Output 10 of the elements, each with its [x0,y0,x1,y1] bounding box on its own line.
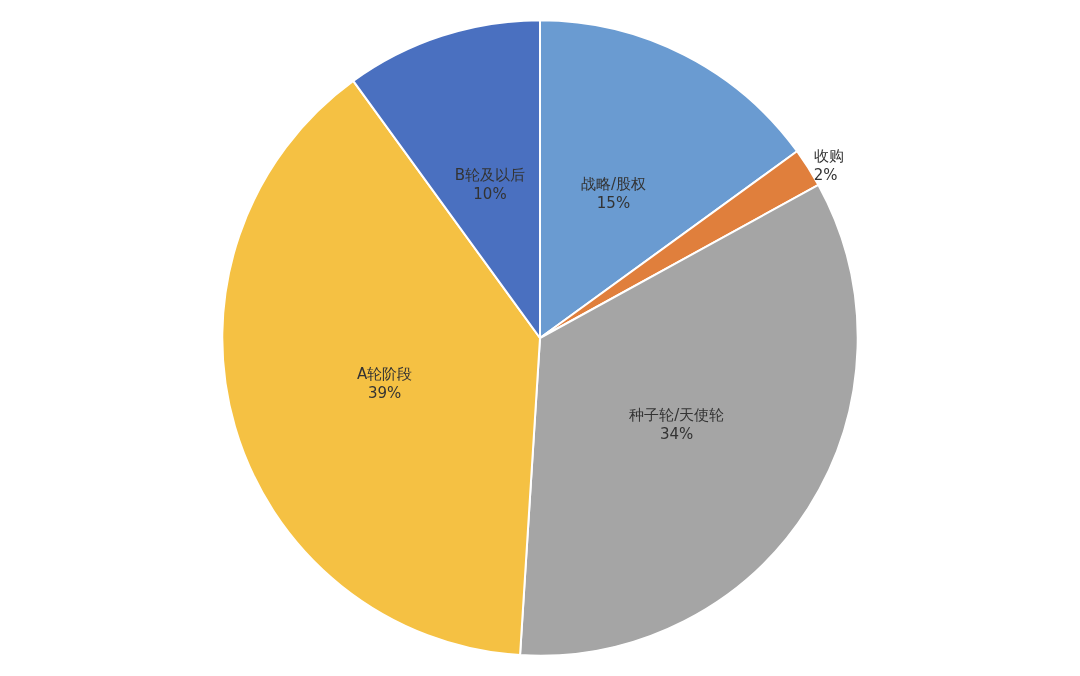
data-label: 34% [659,425,694,444]
slice-label: 战略/股权 [580,175,647,194]
slice-label: 种子轮/天使轮 [629,406,725,425]
data-label: 39% [367,383,402,402]
slice-label: 收购 [813,147,844,166]
data-label: 2% [813,166,838,185]
slice-label: B轮及以后 [454,165,526,184]
slice-label: A轮阶段 [356,364,413,383]
data-label: 10% [473,184,507,203]
data-label: 15% [596,194,631,213]
